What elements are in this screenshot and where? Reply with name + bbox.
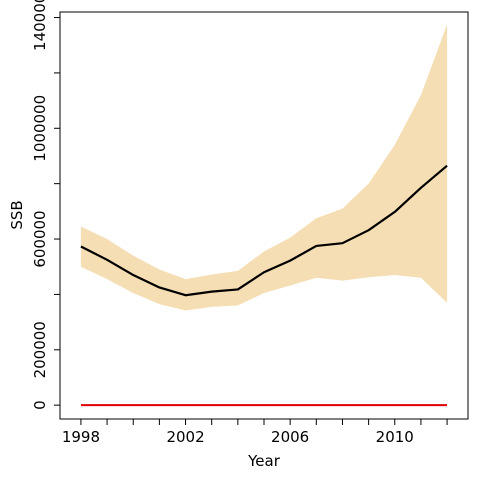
- x-axis-title: Year: [247, 452, 281, 470]
- y-axis: 0 200000 600000 1000000 1400000: [31, 0, 61, 410]
- y-tick-label: 200000: [31, 321, 49, 378]
- y-tick-label: 1000000: [31, 95, 49, 162]
- x-axis: 1998 2002 2006 2010: [62, 418, 448, 446]
- series-line-layer: [80, 164, 448, 297]
- confidence-band: [80, 24, 448, 311]
- x-tick-label: 2006: [271, 428, 309, 446]
- confidence-band-layer: [80, 24, 448, 311]
- y-tick-label: 600000: [31, 210, 49, 267]
- y-tick-label: 1400000: [31, 0, 49, 51]
- y-axis-title: SSB: [8, 200, 26, 229]
- x-tick-label: 1998: [62, 428, 100, 446]
- x-tick-label: 2010: [376, 428, 414, 446]
- x-tick-label: 2002: [166, 428, 204, 446]
- y-tick-label: 0: [31, 400, 49, 410]
